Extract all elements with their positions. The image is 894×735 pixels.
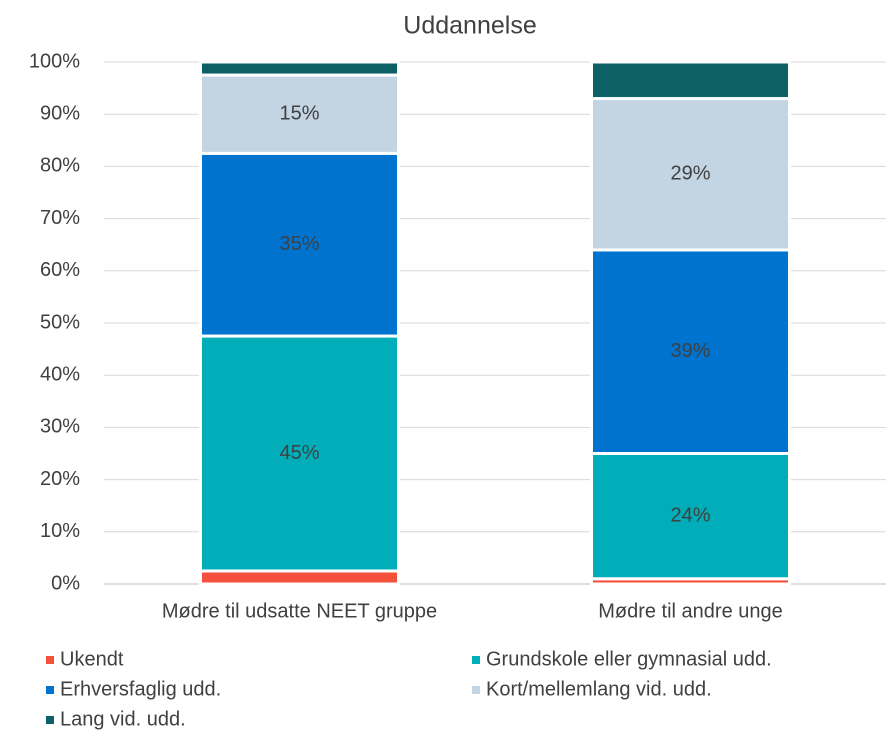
- data-label: 15%: [279, 102, 319, 124]
- y-tick-label: 10%: [40, 520, 80, 542]
- y-tick-label: 100%: [29, 50, 80, 72]
- data-label: 24%: [670, 504, 710, 526]
- data-label: 35%: [279, 233, 319, 255]
- y-tick-label: 70%: [40, 207, 80, 229]
- data-label: 39%: [670, 340, 710, 362]
- legend-label: Lang vid. udd.: [60, 708, 186, 730]
- legend-swatch: [46, 716, 54, 724]
- data-label: 29%: [670, 163, 710, 185]
- y-tick-label: 20%: [40, 468, 80, 490]
- y-tick-label: 80%: [40, 155, 80, 177]
- legend-label: Grundskole eller gymnasial udd.: [486, 648, 772, 670]
- bar-segment: [199, 60, 400, 77]
- y-tick-label: 50%: [40, 311, 80, 333]
- legend-label: Kort/mellemlang vid. udd.: [486, 678, 712, 700]
- bar-segment: [199, 569, 400, 586]
- legend-label: Ukendt: [60, 648, 124, 670]
- legend-label: Erhversfaglig udd.: [60, 678, 221, 700]
- y-tick-label: 0%: [51, 572, 80, 594]
- y-tick-label: 40%: [40, 363, 80, 385]
- legend-swatch: [472, 686, 480, 694]
- legend-swatch: [46, 686, 54, 694]
- x-tick-label: Mødre til andre unge: [598, 600, 783, 622]
- bar-segment: [199, 73, 400, 155]
- legend-swatch: [46, 656, 54, 664]
- y-tick-label: 60%: [40, 259, 80, 281]
- bar-segment: [199, 334, 400, 573]
- y-tick-label: 30%: [40, 416, 80, 438]
- y-tick-label: 90%: [40, 102, 80, 124]
- x-tick-label: Mødre til udsatte NEET gruppe: [162, 600, 437, 622]
- chart-title: Uddannelse: [403, 12, 536, 40]
- bar-segment: [199, 151, 400, 338]
- legend-swatch: [472, 656, 480, 664]
- bar-segment: [590, 97, 791, 252]
- data-label: 45%: [279, 442, 319, 464]
- bar-segment: [590, 248, 791, 455]
- bar-segment: [590, 60, 791, 101]
- bar-segment: [590, 452, 791, 581]
